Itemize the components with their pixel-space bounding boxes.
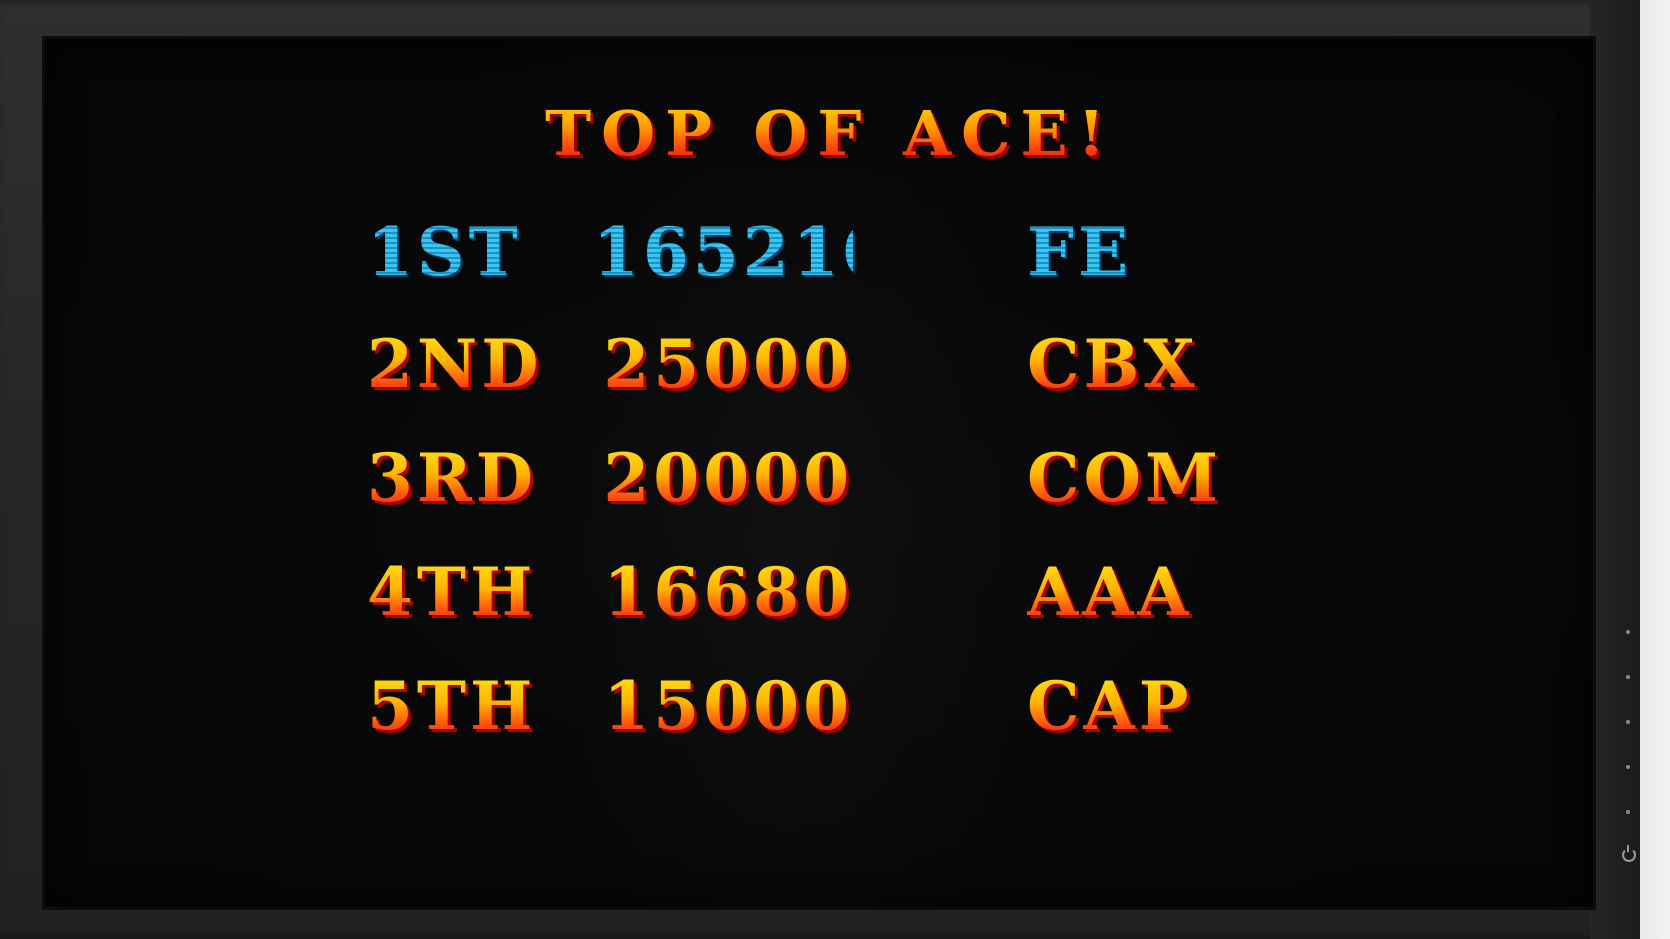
monitor-button[interactable]	[1626, 810, 1630, 814]
rank-label-3: 3RD	[367, 439, 538, 517]
monitor-button[interactable]	[1626, 630, 1630, 634]
monitor-button[interactable]	[1626, 675, 1630, 679]
rank-label-4: 4TH	[367, 553, 537, 631]
monitor-button[interactable]	[1626, 765, 1630, 769]
player-initials-1: FE	[1027, 213, 1133, 291]
monitor-button-strip	[1624, 620, 1634, 860]
high-score-title: TOP OF ACE!	[545, 97, 1115, 170]
rank-label-1: 1ST	[367, 213, 522, 291]
score-value-1: 165210	[593, 213, 893, 291]
rank-label-5: 5TH	[367, 667, 537, 745]
score-value-3: 20000	[593, 445, 853, 511]
player-initials-4: AAA	[1027, 553, 1193, 631]
player-initials-3: COM	[1027, 439, 1223, 517]
score-value-2: 25000	[593, 331, 853, 397]
monitor-button[interactable]	[1626, 720, 1630, 724]
power-icon[interactable]	[1622, 845, 1636, 862]
game-screen: TOP OF ACE! 1ST 165210 FE 2ND 25000 CBX …	[42, 36, 1596, 910]
rank-label-2: 2ND	[367, 325, 543, 403]
score-value-4: 16680	[593, 559, 853, 625]
player-initials-2: CBX	[1027, 325, 1199, 403]
score-value-5: 15000	[593, 673, 853, 739]
monitor-side-edge	[1590, 0, 1640, 939]
player-initials-5: CAP	[1027, 667, 1193, 745]
